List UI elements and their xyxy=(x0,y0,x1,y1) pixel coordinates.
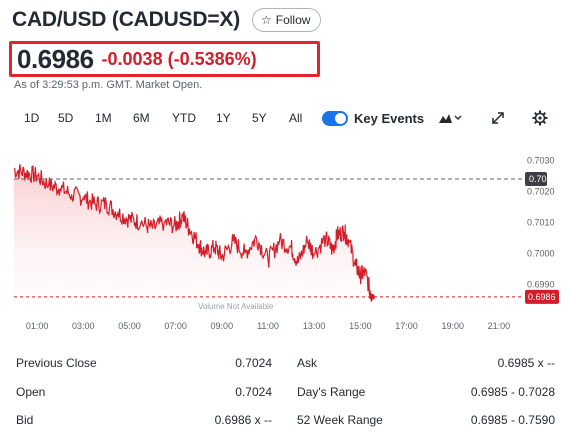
stat-value: 0.6986 x -- xyxy=(214,413,272,427)
stat-52-week-range: 52 Week Range 0.6985 - 0.7590 xyxy=(297,413,555,431)
range-all[interactable]: All xyxy=(289,111,303,125)
y-tick-label: 0.7020 xyxy=(527,186,555,196)
key-events-toggle[interactable] xyxy=(322,111,348,126)
stat-label: Ask xyxy=(297,356,318,370)
chart-type-dropdown[interactable] xyxy=(438,111,462,128)
stat-value: 0.7024 xyxy=(235,356,272,370)
x-tick-label: 17:00 xyxy=(395,321,418,331)
expand-icon[interactable] xyxy=(491,111,505,130)
x-tick-label: 19:00 xyxy=(441,321,464,331)
key-events-label: Key Events xyxy=(354,111,425,126)
stat-open: Open 0.7024 xyxy=(16,385,272,403)
svg-text:0.6986: 0.6986 xyxy=(528,292,556,302)
follow-button[interactable]: ☆ Follow xyxy=(252,8,322,32)
stat-value: 0.6985 x -- xyxy=(497,356,555,370)
x-tick-label: 15:00 xyxy=(349,321,372,331)
price-line xyxy=(13,164,373,302)
toggle-knob xyxy=(335,113,346,124)
price-change: -0.0038 (-0.5386%) xyxy=(101,48,257,69)
page-title: CAD/USD (CADUSD=X) xyxy=(12,8,240,31)
price-highlight-box: 0.6986 -0.0038 (-0.5386%) xyxy=(9,41,320,77)
stat-ask: Ask 0.6985 x -- xyxy=(297,356,555,374)
stat-label: Previous Close xyxy=(16,356,97,370)
range-6m[interactable]: 6M xyxy=(133,111,150,125)
stat-label: Day's Range xyxy=(297,385,366,399)
mountain-chart-icon xyxy=(439,114,462,123)
x-tick-label: 11:00 xyxy=(257,321,279,331)
y-tick-label: 0.6990 xyxy=(527,279,555,289)
range-1y[interactable]: 1Y xyxy=(216,111,231,125)
previous-close-tag: 0.70 xyxy=(525,172,547,187)
stat-value: 0.6985 - 0.7028 xyxy=(470,385,555,399)
star-icon: ☆ xyxy=(261,13,272,27)
stat-bid: Bid 0.6986 x -- xyxy=(16,413,272,431)
volume-note: Volume Not Available xyxy=(198,302,274,311)
stat-value: 0.6985 - 0.7590 xyxy=(470,413,555,427)
price-chart-svg: Volume Not Available 0.7030 0.7020 0.7010 0… xyxy=(13,155,559,331)
stat-days-range: Day's Range 0.6985 - 0.7028 xyxy=(297,385,555,403)
last-price-tag: 0.6986 xyxy=(525,289,559,304)
price-area xyxy=(14,164,372,302)
stat-label: Bid xyxy=(16,413,34,427)
range-5d[interactable]: 5D xyxy=(58,111,74,125)
stat-label: Open xyxy=(16,385,46,399)
x-tick-label: 21:00 xyxy=(488,321,511,331)
x-tick-label: 09:00 xyxy=(211,321,234,331)
price-chart[interactable]: Volume Not Available 0.7030 0.7020 0.7010 0… xyxy=(0,140,576,335)
quote-header: CAD/USD (CADUSD=X) ☆ Follow xyxy=(12,5,322,35)
y-tick-label: 0.7010 xyxy=(527,217,555,227)
x-tick-label: 01:00 xyxy=(26,321,49,331)
stat-previous-close: Previous Close 0.7024 xyxy=(16,356,272,374)
current-price: 0.6986 xyxy=(17,43,94,74)
stat-label: 52 Week Range xyxy=(297,413,383,427)
stat-value: 0.7024 xyxy=(235,385,272,399)
last-price-dot xyxy=(368,293,375,300)
x-tick-label: 13:00 xyxy=(303,321,326,331)
range-1m[interactable]: 1M xyxy=(95,111,112,125)
y-tick-label: 0.7030 xyxy=(527,155,555,165)
market-status: As of 3:29:53 p.m. GMT. Market Open. xyxy=(14,79,203,91)
x-tick-label: 03:00 xyxy=(72,321,95,331)
range-1d[interactable]: 1D xyxy=(24,111,40,125)
x-tick-label: 05:00 xyxy=(118,321,141,331)
chart-toolbar: 1D 5D 1M 6M YTD 1Y 5Y All Key Events xyxy=(0,107,576,131)
range-5y[interactable]: 5Y xyxy=(252,111,267,125)
follow-label: Follow xyxy=(275,13,311,27)
svg-text:0.70: 0.70 xyxy=(529,174,547,184)
range-ytd[interactable]: YTD xyxy=(172,111,196,125)
x-tick-label: 07:00 xyxy=(164,321,187,331)
gear-icon[interactable] xyxy=(532,110,548,131)
y-tick-label: 0.7000 xyxy=(527,248,555,258)
